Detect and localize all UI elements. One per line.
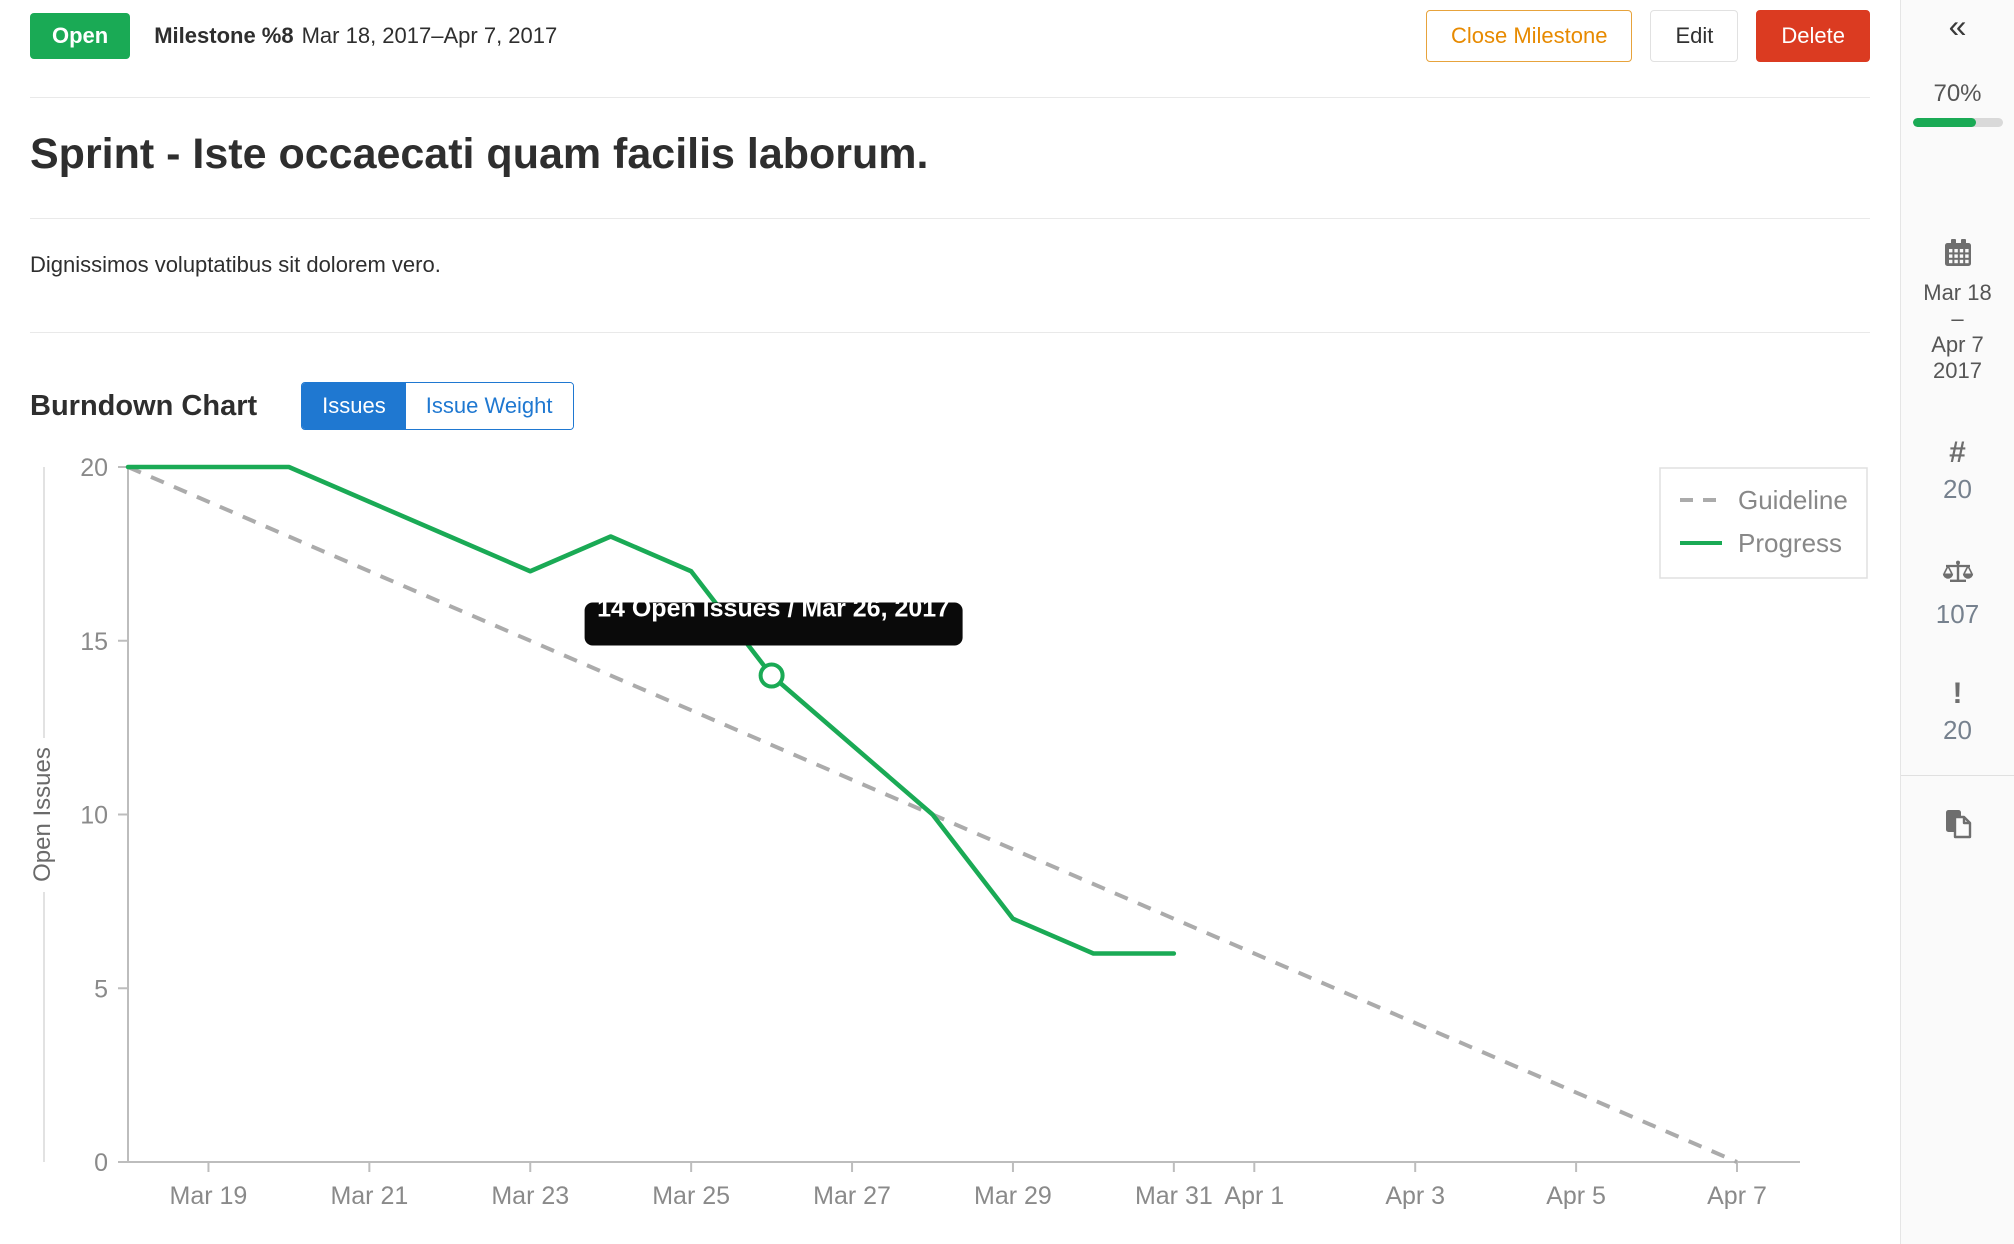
title-divider xyxy=(30,218,1870,219)
x-tick-label: Mar 25 xyxy=(652,1182,730,1210)
y-tick-label: 10 xyxy=(80,802,108,830)
progress-series xyxy=(125,464,1177,956)
sidebar-collapse-icon[interactable]: « xyxy=(1948,8,1967,44)
x-tick-label: Mar 31 xyxy=(1135,1182,1213,1210)
y-tick-label: 20 xyxy=(80,454,108,482)
x-tick-label: Apr 3 xyxy=(1385,1182,1445,1210)
completion-progress-fill xyxy=(1912,118,1976,127)
completion-progress-bar xyxy=(1912,118,2003,127)
total-weight-value: 107 xyxy=(1935,599,1980,629)
open-issues-icon: ! xyxy=(1952,677,1963,710)
burndown-header: Burndown Chart Issues Issue Weight xyxy=(30,382,574,430)
open-issues-value: 20 xyxy=(1943,715,1972,745)
x-tick-label: Mar 21 xyxy=(330,1182,408,1210)
issue-count-icon: # xyxy=(1949,436,1966,469)
milestone-description: Dignissimos voluptatibus sit dolorem ver… xyxy=(30,252,441,277)
chart-legend xyxy=(1659,467,1868,579)
milestone-header: Open Milestone %8 Mar 18, 2017–Apr 7, 20… xyxy=(30,10,1870,62)
x-tick-label: Mar 27 xyxy=(813,1182,891,1210)
copy-reference-icon[interactable] xyxy=(1942,808,1974,847)
milestone-sidebar: « 70% Mar 18 – Apr 7 2017 # 20 xyxy=(1900,0,2014,1244)
status-badge: Open xyxy=(30,13,131,59)
chart-tooltip xyxy=(584,602,963,646)
x-tick-label: Apr 7 xyxy=(1707,1182,1767,1210)
legend-guideline-label: Guideline xyxy=(1738,485,1848,515)
x-tick-label: Apr 5 xyxy=(1546,1182,1606,1210)
issue-count-value: 20 xyxy=(1943,474,1972,504)
weight-scale-icon xyxy=(1940,560,1976,593)
sidebar-date-range: Mar 18 – Apr 7 2017 xyxy=(1923,280,1991,384)
y-tick-label: 15 xyxy=(80,628,108,656)
chart-tooltip-text: 14 Open Issues / Mar 26, 2017 xyxy=(597,595,950,623)
close-milestone-button[interactable]: Close Milestone xyxy=(1425,10,1633,62)
page-title: Sprint - Iste occaecati quam facilis lab… xyxy=(30,130,929,178)
x-tick-label: Apr 1 xyxy=(1224,1182,1284,1210)
description-divider xyxy=(30,332,1870,333)
burndown-chart: Open Issues 0 5 10 15 20 Mar 19 Mar 21 Mar 23 Mar… xyxy=(29,454,1868,1210)
edit-button[interactable]: Edit xyxy=(1650,10,1739,62)
calendar-icon xyxy=(1942,237,1974,274)
legend-progress-label: Progress xyxy=(1738,528,1842,558)
toggle-issues-button[interactable]: Issues xyxy=(302,383,406,429)
y-tick-label: 0 xyxy=(94,1149,108,1177)
x-tick-label: Mar 19 xyxy=(170,1182,248,1210)
burndown-chart-heading: Burndown Chart xyxy=(30,389,258,422)
y-tick-label: 5 xyxy=(94,975,108,1003)
sidebar-end-date: Apr 7 xyxy=(1931,332,1984,357)
y-axis-label: Open Issues xyxy=(29,747,56,882)
chart-axis xyxy=(127,467,1800,1163)
x-tick-label: Mar 23 xyxy=(491,1182,569,1210)
completion-percent: 70% xyxy=(1933,80,1982,107)
header-divider xyxy=(30,97,1870,98)
burndown-toggle-group: Issues Issue Weight xyxy=(301,382,574,430)
milestone-label: Milestone %8 xyxy=(154,23,294,48)
header-actions: Close Milestone Edit Delete xyxy=(1425,10,1870,62)
sidebar-start-date: Mar 18 xyxy=(1923,280,1992,305)
sidebar-year: 2017 xyxy=(1933,358,1982,383)
milestone-reference: Milestone %8 xyxy=(154,23,293,49)
delete-button[interactable]: Delete xyxy=(1756,10,1870,62)
sidebar-divider xyxy=(1900,775,2014,776)
x-tick-label: Mar 29 xyxy=(974,1182,1052,1210)
milestone-date-range: Mar 18, 2017–Apr 7, 2017 xyxy=(301,23,558,48)
toggle-issue-weight-button[interactable]: Issue Weight xyxy=(405,383,573,429)
data-point-marker[interactable] xyxy=(758,662,785,689)
sidebar-date-separator: – xyxy=(1951,306,1964,331)
